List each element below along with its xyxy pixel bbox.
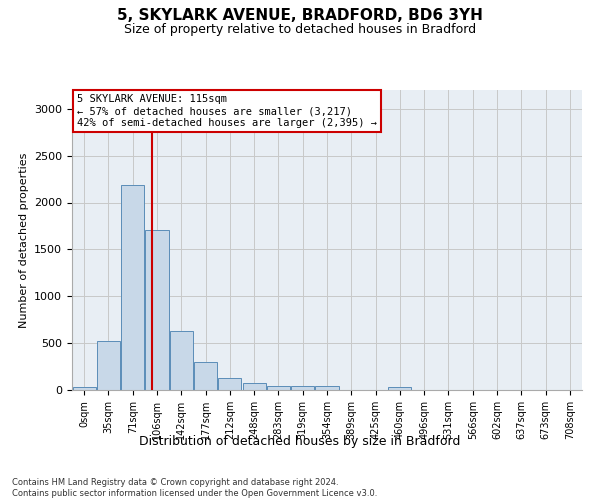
Bar	[267, 386, 290, 390]
Bar	[242, 383, 266, 390]
Text: Contains HM Land Registry data © Crown copyright and database right 2024.
Contai: Contains HM Land Registry data © Crown c…	[12, 478, 377, 498]
Text: 5, SKYLARK AVENUE, BRADFORD, BD6 3YH: 5, SKYLARK AVENUE, BRADFORD, BD6 3YH	[117, 8, 483, 22]
Text: Size of property relative to detached houses in Bradford: Size of property relative to detached ho…	[124, 22, 476, 36]
Text: 5 SKYLARK AVENUE: 115sqm
← 57% of detached houses are smaller (3,217)
42% of sem: 5 SKYLARK AVENUE: 115sqm ← 57% of detach…	[77, 94, 377, 128]
Bar	[170, 331, 193, 390]
Bar	[194, 362, 217, 390]
Y-axis label: Number of detached properties: Number of detached properties	[19, 152, 29, 328]
Bar	[316, 386, 338, 390]
Bar	[73, 387, 95, 390]
Bar	[218, 378, 241, 390]
Bar	[145, 230, 169, 390]
Bar	[121, 184, 144, 390]
Bar	[291, 386, 314, 390]
Text: Distribution of detached houses by size in Bradford: Distribution of detached houses by size …	[139, 435, 461, 448]
Bar	[388, 387, 412, 390]
Bar	[97, 341, 120, 390]
